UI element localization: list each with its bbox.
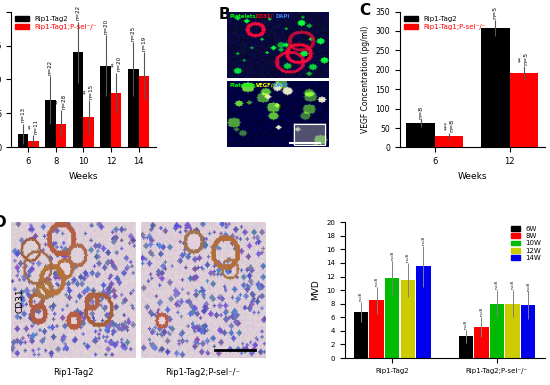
Bar: [73, 52, 83, 147]
Bar: [111, 93, 122, 147]
Y-axis label: VEGF Concentration (pg/ml): VEGF Concentration (pg/ml): [361, 26, 370, 133]
Text: n=5: n=5: [493, 6, 498, 19]
Bar: [521, 305, 535, 358]
Text: n=8: n=8: [421, 236, 426, 245]
Text: n=8: n=8: [375, 277, 378, 286]
Text: Rip1-Tag2: Rip1-Tag2: [53, 368, 94, 377]
Legend: Rip1-Tag2, Rip1-Tag1;P-sel⁻/⁻: Rip1-Tag2, Rip1-Tag1;P-sel⁻/⁻: [402, 13, 489, 33]
Bar: [370, 300, 384, 358]
X-axis label: Weeks: Weeks: [458, 172, 487, 181]
Bar: [400, 280, 415, 358]
Text: D: D: [0, 215, 6, 230]
Bar: [128, 69, 139, 147]
Text: n=8: n=8: [510, 280, 515, 290]
Bar: [385, 278, 399, 358]
Text: ***
n=8: *** n=8: [444, 119, 454, 132]
Text: n=20: n=20: [103, 19, 108, 34]
Bar: [354, 312, 369, 358]
Text: **
n=20: ** n=20: [111, 56, 122, 71]
Text: CD31: CD31: [15, 288, 24, 313]
Text: n=8: n=8: [464, 320, 468, 329]
Bar: [406, 123, 435, 147]
X-axis label: Weeks: Weeks: [69, 172, 98, 181]
Legend: Rip1-Tag2, Rip1-Tag1;P-sel⁻/⁻: Rip1-Tag2, Rip1-Tag1;P-sel⁻/⁻: [13, 13, 100, 33]
Bar: [459, 336, 473, 358]
Bar: [481, 28, 509, 147]
Bar: [28, 141, 38, 147]
Legend: 6W, 8W, 10W, 12W, 14W: 6W, 8W, 10W, 12W, 14W: [509, 223, 544, 264]
Bar: [45, 100, 56, 147]
Text: n=8: n=8: [359, 292, 363, 301]
Text: n=25: n=25: [131, 26, 136, 41]
Text: n=8: n=8: [406, 253, 410, 262]
Bar: [490, 304, 504, 358]
Text: n=8: n=8: [495, 280, 499, 290]
Bar: [18, 134, 28, 147]
Text: n=13: n=13: [20, 107, 25, 122]
Text: n=8: n=8: [480, 307, 483, 316]
Bar: [435, 136, 463, 147]
Bar: [139, 76, 149, 147]
Text: **
n=15: ** n=15: [84, 84, 94, 99]
Text: n=8: n=8: [526, 282, 530, 291]
Bar: [101, 66, 111, 147]
Text: n=22: n=22: [75, 5, 80, 20]
Text: **
n=11: ** n=11: [28, 119, 38, 134]
Bar: [416, 266, 431, 358]
Bar: [509, 73, 538, 147]
Text: n=22: n=22: [48, 60, 53, 75]
Text: n=8: n=8: [390, 251, 394, 260]
Bar: [474, 327, 488, 358]
Text: n=8: n=8: [418, 105, 423, 119]
Text: **
n=28: ** n=28: [56, 94, 66, 109]
Bar: [56, 124, 66, 147]
Y-axis label: MVD: MVD: [311, 280, 321, 300]
Text: Rip1-Tag2;P-sel⁻/⁻: Rip1-Tag2;P-sel⁻/⁻: [166, 368, 240, 377]
Text: C: C: [360, 3, 371, 18]
Bar: [83, 117, 94, 147]
Text: B: B: [219, 7, 230, 22]
Bar: [505, 304, 520, 358]
Text: n=19: n=19: [141, 36, 146, 51]
Text: **
n=5: ** n=5: [519, 52, 529, 65]
